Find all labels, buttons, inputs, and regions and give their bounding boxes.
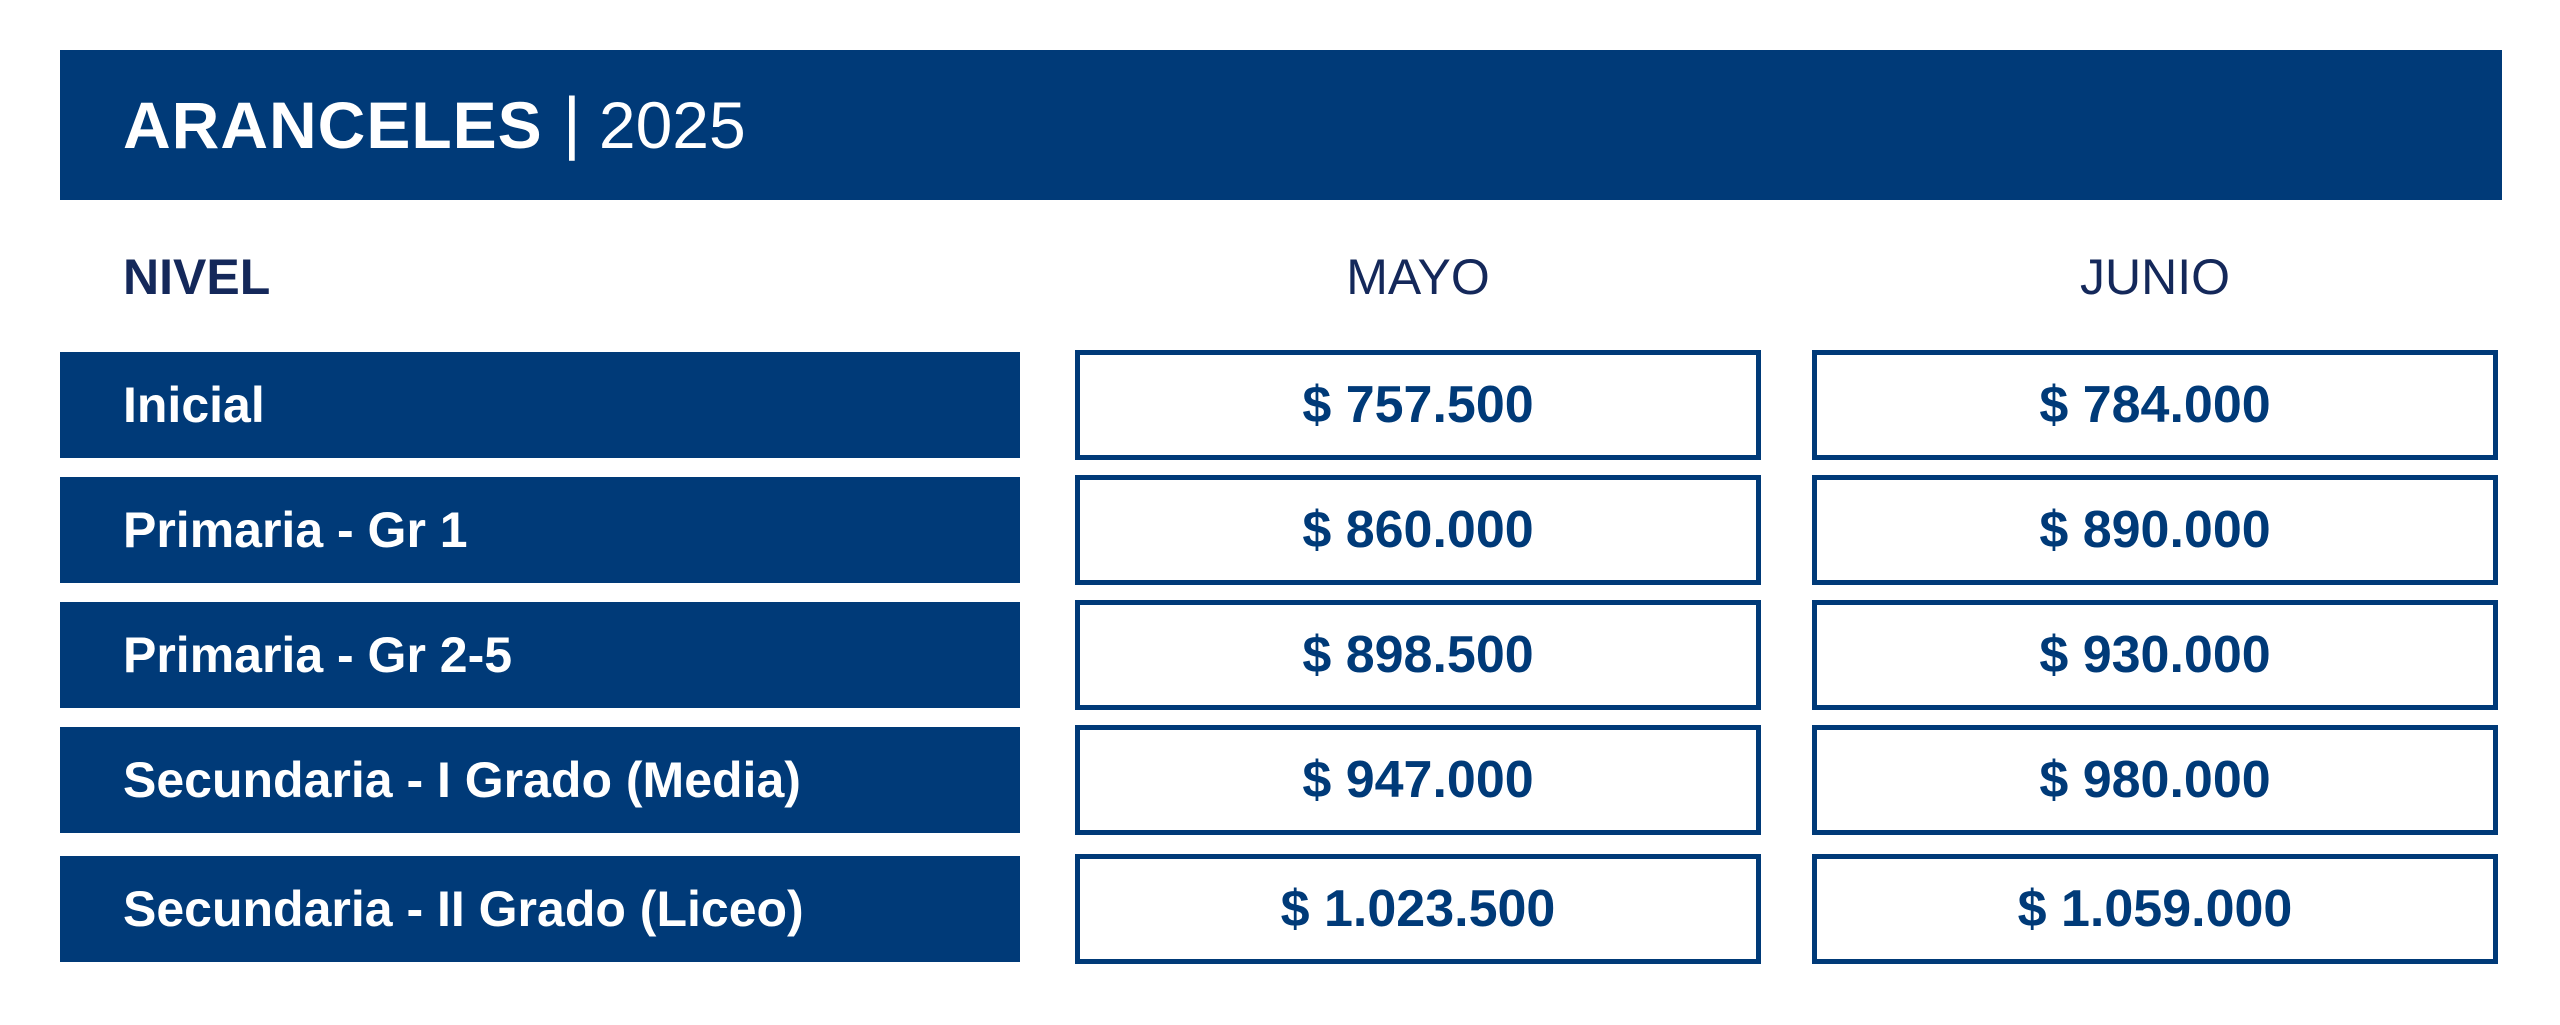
- column-header-level: NIVEL: [123, 249, 271, 305]
- price-cell-junio: $ 890.000: [1812, 475, 2498, 585]
- level-cell: Secundaria - II Grado (Liceo): [60, 856, 1020, 962]
- price-cell-mayo: $ 757.500: [1075, 350, 1761, 460]
- price-cell-junio: $ 1.059.000: [1812, 854, 2498, 964]
- price-cell-mayo: $ 947.000: [1075, 725, 1761, 835]
- level-cell: Primaria - Gr 2-5: [60, 602, 1020, 708]
- price-cell-mayo: $ 898.500: [1075, 600, 1761, 710]
- page-title: ARANCELES: [123, 88, 543, 162]
- price-cell-junio: $ 980.000: [1812, 725, 2498, 835]
- column-header-junio: JUNIO: [2080, 249, 2230, 305]
- price-cell-junio: $ 930.000: [1812, 600, 2498, 710]
- price-cell-junio: $ 784.000: [1812, 350, 2498, 460]
- page-year: 2025: [598, 88, 746, 162]
- price-cell-mayo: $ 860.000: [1075, 475, 1761, 585]
- title-separator: |: [562, 83, 581, 161]
- level-cell: Secundaria - I Grado (Media): [60, 727, 1020, 833]
- price-cell-mayo: $ 1.023.500: [1075, 854, 1761, 964]
- column-header-mayo: MAYO: [1346, 249, 1490, 305]
- header-banner: ARANCELES | 2025: [60, 50, 2502, 200]
- level-cell: Primaria - Gr 1: [60, 477, 1020, 583]
- level-cell: Inicial: [60, 352, 1020, 458]
